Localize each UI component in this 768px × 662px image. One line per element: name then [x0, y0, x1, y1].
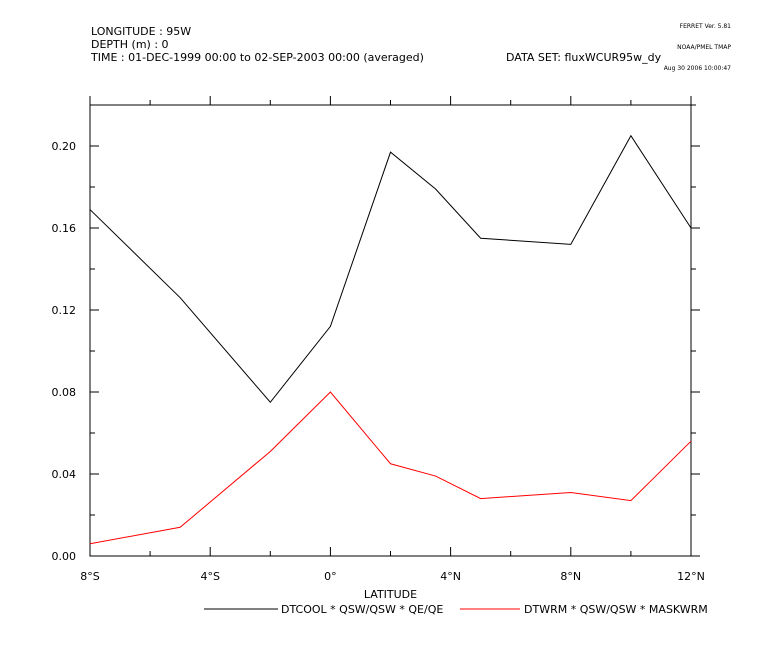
- x-tick-label: 12°N: [677, 570, 705, 583]
- header-time: TIME : 01-DEC-1999 00:00 to 02-SEP-2003 …: [91, 51, 424, 64]
- series-line-1: [89, 134, 692, 404]
- y-tick-label: 0.16: [52, 222, 77, 235]
- header-depth: DEPTH (m) : 0: [91, 38, 169, 51]
- y-tick-label: 0.08: [52, 386, 77, 399]
- x-tick-label: 4°N: [440, 570, 461, 583]
- plot-frame: [89, 104, 692, 557]
- stamp-org: NOAA/PMEL TMAP: [677, 44, 731, 51]
- series-line-2: [89, 391, 692, 545]
- y-tick-label: 0.20: [52, 140, 77, 153]
- x-tick-label: 8°S: [80, 570, 99, 583]
- stamp-date: Aug 30 2006 10:00:47: [663, 65, 731, 72]
- stamp-version: FERRET Ver. 5.81: [679, 23, 731, 30]
- axis-ticks: 8°S 4°S 0° 4°N 8°N 12°N 0.00 0.04 0.08 0.12 0.16 0.…: [52, 96, 705, 601]
- y-tick-label: 0.04: [52, 468, 77, 481]
- x-axis-label: LATITUDE: [364, 588, 417, 601]
- header-longitude: LONGITUDE : 95W: [91, 25, 192, 38]
- ferret-stamp: FERRET Ver. 5.81 NOAA/PMEL TMAP Aug 30 2…: [600, 9, 731, 79]
- y-tick-label: 0.00: [52, 550, 77, 563]
- x-tick-label: 8°N: [560, 570, 581, 583]
- x-tick-label: 0°: [324, 570, 337, 583]
- series-lines: [89, 134, 692, 545]
- x-tick-label: 4°S: [200, 570, 219, 583]
- legend: DTCOOL * QSW/QSW * QE/QE DTWRM * QSW/QSW …: [204, 603, 708, 616]
- header-dataset: DATA SET: fluxWCUR95w_dy: [506, 51, 662, 64]
- legend-label-2: DTWRM * QSW/QSW * MASKWRM: [524, 603, 708, 616]
- y-tick-label: 0.12: [52, 304, 77, 317]
- legend-label-1: DTCOOL * QSW/QSW * QE/QE: [281, 603, 443, 616]
